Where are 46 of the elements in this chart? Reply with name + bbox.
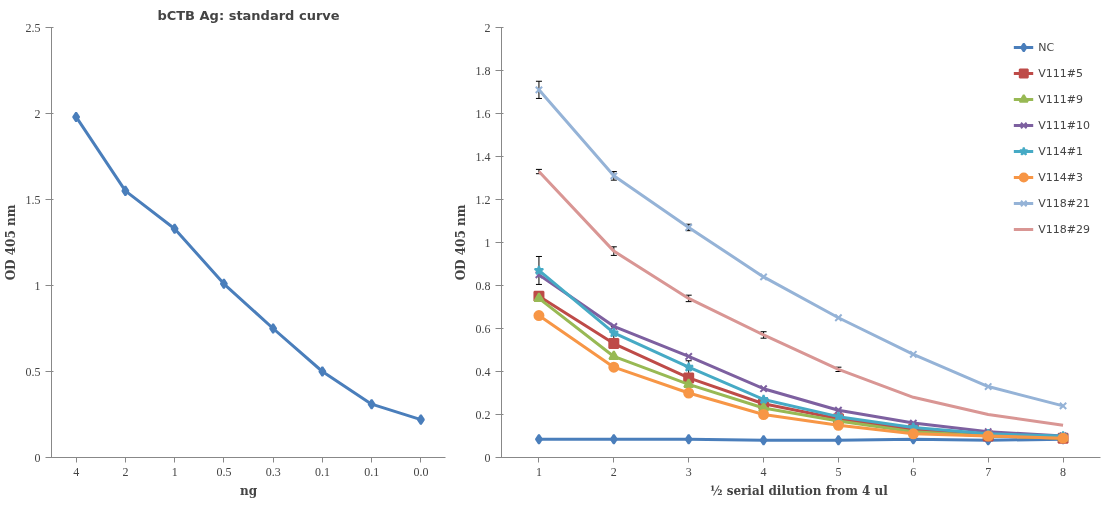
x-tick-label: 1 (535, 464, 542, 479)
y-tick-label: 1.6 (475, 106, 491, 121)
y-tick-label: 1.5 (25, 192, 41, 207)
y-axis-title: OD 405 nm (3, 204, 18, 281)
x-tick-label: 5 (835, 464, 842, 479)
legend-label: NC (1038, 40, 1056, 54)
y-tick-label: 0.2 (475, 407, 491, 422)
y-tick-label: 0 (34, 450, 41, 465)
y-tick-label: 2.5 (25, 20, 41, 35)
y-axis-title: OD 405 nm (453, 204, 468, 281)
x-tick-label: 3 (685, 464, 692, 479)
y-tick-label: 0.5 (25, 364, 41, 379)
y-tick-label: 0 (484, 450, 491, 465)
legend-label: V118#29 (1038, 222, 1090, 236)
y-tick-label: 1.8 (475, 63, 491, 78)
x-tick-label: 0.5 (216, 464, 232, 479)
legend-label: V111#5 (1038, 66, 1084, 80)
x-tick-label: 4 (760, 464, 767, 479)
legend-label: V114#3 (1038, 170, 1084, 184)
legend-label: V118#21 (1038, 196, 1090, 210)
x-tick-label: 0.3 (265, 464, 281, 479)
x-tick-label: 0.0 (413, 464, 429, 479)
x-tick-label: 2 (610, 464, 617, 479)
x-tick-label: 6 (910, 464, 917, 479)
y-tick-label: 2 (34, 106, 41, 121)
x-tick-label: 0.1 (364, 464, 380, 479)
x-tick-label: 7 (985, 464, 992, 479)
y-tick-label: 0.4 (475, 364, 491, 379)
y-tick-label: 1.2 (475, 192, 491, 207)
y-tick-label: 1 (484, 235, 491, 250)
y-tick-label: 0.8 (475, 278, 491, 293)
legend-label: V114#1 (1038, 144, 1084, 158)
y-tick-label: 1 (34, 278, 41, 293)
x-axis-title: ½ serial dilution from 4 ul (709, 483, 889, 498)
y-tick-label: 0.6 (475, 321, 491, 336)
x-tick-label: 4 (73, 464, 80, 479)
x-tick-label: 8 (1060, 464, 1067, 479)
y-tick-label: 2 (484, 20, 491, 35)
x-tick-label: 1 (171, 464, 178, 479)
x-tick-label: 2 (122, 464, 129, 479)
x-tick-label: 0.1 (314, 464, 330, 479)
y-tick-label: 1.4 (475, 149, 491, 164)
chart-title: bCTB Ag: standard curve (157, 7, 340, 23)
legend-label: V111#9 (1038, 92, 1084, 106)
x-axis-title: ng (239, 483, 258, 498)
legend-label: V111#10 (1038, 118, 1090, 132)
